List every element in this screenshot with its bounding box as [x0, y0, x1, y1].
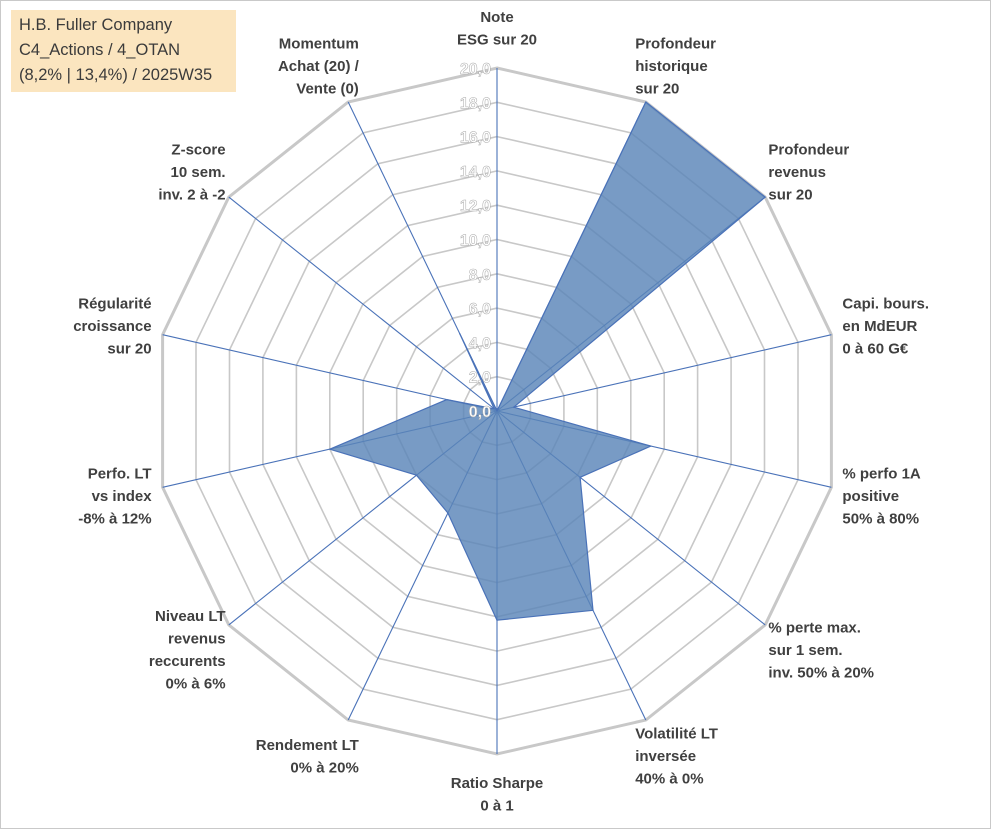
axis-label: revenus [168, 631, 226, 648]
tick-label: 8,0 [469, 267, 491, 284]
title-line-3: (8,2% | 13,4%) / 2025W35 [19, 66, 213, 84]
axis-label: Vente (0) [296, 80, 359, 97]
axis-spoke [228, 196, 498, 412]
axis-label: Rendement LT [256, 737, 359, 754]
tick-label: 10,0 [460, 233, 491, 250]
axis-label: % perte max. [768, 619, 861, 636]
axis-label: croissance [73, 318, 151, 335]
axis-label: Momentum [279, 35, 359, 52]
axis-label: revenus [768, 164, 826, 181]
axis-label: Régularité [78, 295, 151, 312]
tick-labels: 0,0 2,0 4,0 6,0 8,0 10,0 12,0 14,0 16,0 18,0 20,0 [460, 61, 492, 422]
data-point [415, 474, 418, 476]
tick-label: 14,0 [460, 164, 491, 181]
axis-label: Perfo. LT [88, 466, 152, 483]
tick-label: 0,0 [469, 404, 491, 421]
tick-label: 4,0 [469, 335, 491, 352]
title-line-2: C4_Actions / 4_OTAN [19, 41, 181, 59]
tick-label: 6,0 [469, 301, 491, 318]
axis-label: inversée [635, 748, 696, 765]
axis-label: vs index [92, 488, 153, 505]
axis-label: 0 à 60 G€ [842, 340, 909, 357]
axis-label: Volatilité LT [635, 726, 718, 743]
tick-label: 20,0 [460, 61, 491, 78]
axis-label: 50% à 80% [842, 511, 919, 528]
axis-label: sur 20 [107, 340, 151, 357]
axis-label: historique [635, 58, 708, 75]
axis-label: en MdEUR [842, 318, 917, 335]
axis-label: Profondeur [768, 142, 849, 159]
axis-label: inv. 50% à 20% [768, 664, 874, 681]
series-layer [329, 101, 766, 621]
data-point [496, 410, 498, 412]
data-point [459, 333, 461, 335]
axis-label: -8% à 12% [78, 511, 151, 528]
tick-label: 16,0 [460, 130, 491, 147]
axis-labels: Note ESG sur 20 Profondeur historique sur 20… [73, 9, 929, 814]
axis-label: inv. 2 à -2 [158, 187, 225, 204]
data-point [513, 406, 515, 408]
axis-label: Niveau LT [155, 608, 226, 625]
axis-label: sur 1 sem. [768, 642, 842, 659]
data-point [764, 196, 766, 198]
axis-label: Achat (20) / [278, 58, 360, 75]
axis-spoke [162, 334, 498, 412]
data-point [592, 609, 594, 611]
axis-label: Note [480, 9, 513, 26]
series-area [329, 101, 766, 621]
axis-label: ESG sur 20 [457, 31, 537, 48]
axis-label: 0% à 20% [290, 759, 358, 776]
chart-title-box: H.B. Fuller Company C4_Actions / 4_OTAN … [11, 10, 236, 92]
data-point [650, 445, 652, 447]
axis-label: Profondeur [635, 35, 716, 52]
axis-label: reccurents [149, 653, 226, 670]
data-point [447, 512, 449, 514]
tick-label: 2,0 [469, 370, 491, 387]
axis-spoke [496, 334, 832, 412]
axis-label: positive [842, 488, 899, 505]
axis-label: Ratio Sharpe [451, 775, 544, 792]
axis-label: % perfo 1A [842, 466, 921, 483]
data-point [645, 101, 647, 103]
data-point [493, 408, 495, 410]
axis-label: 40% à 0% [635, 771, 703, 788]
axis-label: 10 sem. [171, 164, 226, 181]
data-point [496, 619, 498, 621]
data-point [446, 399, 448, 401]
axis-label: sur 20 [768, 187, 812, 204]
title-line-1: H.B. Fuller Company [19, 16, 173, 34]
tick-label: 12,0 [460, 198, 491, 215]
data-point [329, 448, 331, 450]
axis-label: 0% à 6% [166, 676, 226, 693]
axis-label: Capi. bours. [842, 295, 929, 312]
axis-label: sur 20 [635, 80, 679, 97]
axis-label: Z-score [171, 142, 225, 159]
axis-label: 0 à 1 [480, 797, 513, 814]
data-point [579, 476, 581, 478]
tick-label: 18,0 [460, 95, 491, 112]
